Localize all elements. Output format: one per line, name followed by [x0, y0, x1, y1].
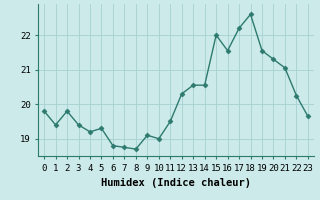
- X-axis label: Humidex (Indice chaleur): Humidex (Indice chaleur): [101, 178, 251, 188]
